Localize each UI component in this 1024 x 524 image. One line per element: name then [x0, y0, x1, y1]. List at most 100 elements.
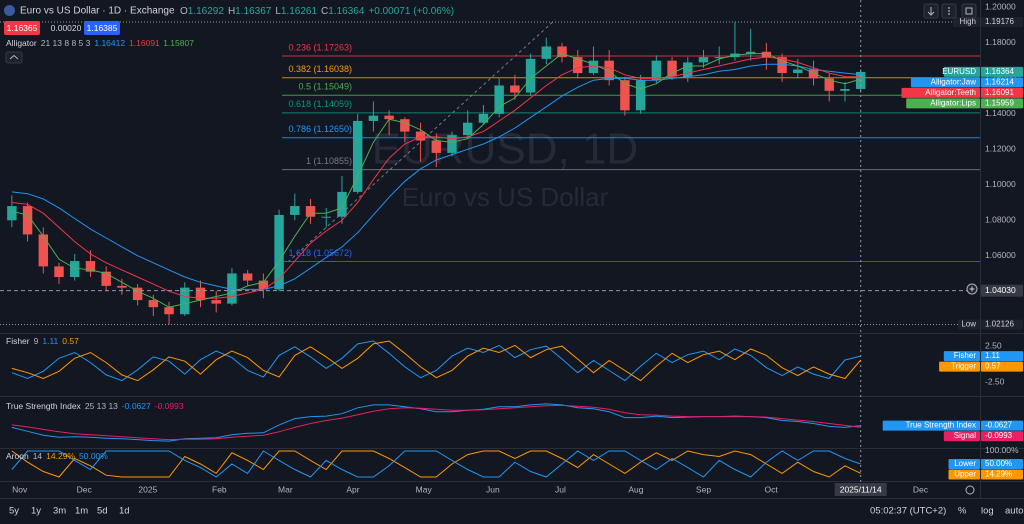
candle-body [635, 80, 646, 111]
indicator-line [11, 450, 861, 478]
sell-button[interactable] [4, 21, 40, 35]
dot-icon [948, 7, 950, 9]
collapse-button[interactable] [5, 51, 23, 64]
range-button[interactable]: 1m [75, 506, 88, 517]
scale-option[interactable]: auto [1005, 506, 1024, 517]
scale-option[interactable]: % [958, 506, 967, 517]
range-button[interactable]: 5d [97, 506, 108, 517]
candle-body [761, 51, 772, 58]
ohlc-legend: O1.16292 H1.16367 L1.16261 C1.16364 +0.00071… [180, 6, 454, 17]
tag-value-box [981, 420, 1023, 431]
tag-name-box [943, 66, 980, 77]
indicator-name: Fisher [6, 336, 30, 346]
scale-option[interactable]: log [981, 506, 994, 517]
tag-value: 1.16364 [985, 67, 1014, 76]
settings-button[interactable] [965, 485, 975, 495]
tag-value: 1.16091 [985, 88, 1014, 97]
candle-body [604, 60, 614, 81]
tag-value-box [981, 361, 1023, 372]
ohlc-value: 1.16367 [235, 6, 272, 17]
candle-body [541, 46, 552, 59]
candle-body [573, 57, 583, 74]
candle-body [667, 60, 677, 77]
indicator-line [11, 450, 861, 478]
candle-body [337, 191, 347, 217]
candle-body [195, 287, 206, 301]
dot-icon [948, 10, 950, 12]
x-tick-label: Aug [628, 484, 643, 494]
fib-label: 0.236 (1.17263) [288, 42, 352, 52]
candle-body [117, 285, 127, 288]
fib-label: 1.618 (1.05672) [288, 248, 352, 258]
y-tick-label: 1.18000 [985, 37, 1016, 47]
indicator-params: 14 [33, 451, 43, 461]
indicator-name: Alligator [6, 38, 37, 48]
candle-body [22, 206, 33, 235]
crosshair-price: 1.04030 [985, 285, 1016, 295]
tag-name-box [957, 319, 980, 330]
candle-body [745, 51, 756, 54]
candle-body [400, 119, 410, 132]
candle-body [651, 60, 662, 81]
indicator-params: 9 [34, 336, 39, 346]
x-tick-label: Jul [555, 484, 566, 494]
ohlc-key: H [228, 6, 235, 17]
tag-value: 1.02126 [985, 320, 1014, 329]
candle-body [242, 273, 253, 281]
candle-body [808, 69, 819, 79]
ohlc-key: L [275, 6, 281, 17]
ohlc-value: 1.16364 [328, 6, 365, 17]
indicator-value: 14.29% [46, 451, 75, 461]
range-button[interactable]: 1d [119, 506, 130, 517]
y-tick-label: 1.14000 [985, 108, 1016, 118]
range-button[interactable]: 5y [9, 506, 19, 517]
range-button[interactable]: 1y [31, 506, 41, 517]
candle-body [525, 58, 536, 93]
candle-body [510, 85, 520, 93]
x-tick-label: Dec [913, 484, 929, 494]
tag-name-box [943, 351, 980, 362]
tag-value-box [981, 319, 1023, 330]
indicator-name: Aroon [6, 451, 29, 461]
indicator-legend: Alligator 21 13 8 8 5 3 1.16412 1.16091 1.15… [6, 38, 194, 48]
tag-value: 1.15959 [985, 99, 1014, 108]
tag-name: High [960, 17, 976, 26]
reset-button[interactable] [961, 3, 977, 19]
toolbar: 5y 1y 3m 1m 5d 1d 05:02:37 (UTC+2)% log auto [9, 506, 1024, 517]
tag-value-box [981, 351, 1023, 362]
tag-name: Alligator:Lips [930, 99, 976, 108]
sell-price[interactable]: 1.16365 [7, 23, 38, 33]
tag-value: -0.0627 [985, 421, 1013, 430]
dot-icon [948, 13, 950, 15]
tag-value: 1.19176 [985, 17, 1014, 26]
fib-label: 0.5 (1.15049) [298, 82, 352, 92]
tag-name-box [882, 420, 980, 431]
tag-value-box [981, 98, 1023, 109]
tag-name: Lower [954, 459, 976, 468]
x-tick-label: Dec [77, 484, 93, 494]
tag-value-box [981, 469, 1023, 480]
tag-value: 14.29% [985, 470, 1012, 479]
candle-body [431, 140, 441, 153]
indicator-value: 1.15807 [163, 38, 194, 48]
buy-price[interactable]: 1.16385 [87, 23, 118, 33]
indicator-value: 0.57 [62, 336, 79, 346]
indicator-value: -0.0627 [122, 401, 151, 411]
range-button[interactable]: 3m [53, 506, 66, 517]
candle-body [384, 115, 394, 120]
ohlc-value: 1.16292 [188, 6, 225, 17]
buy-button[interactable] [84, 21, 120, 35]
symbol-title: Euro vs US Dollar · 1D · Exchange [20, 6, 175, 17]
tag-name: Alligator:Teeth [925, 88, 976, 97]
candle-body [148, 300, 159, 308]
tag-name-box [939, 361, 980, 372]
indicator-line [11, 404, 861, 441]
ohlc-value: 1.16261 [281, 6, 318, 17]
clock: 05:02:37 (UTC+2) [870, 506, 946, 517]
watermark-symbol: EURUSD, 1D [372, 125, 639, 174]
candle-body [70, 261, 80, 278]
collapse-icon [9, 54, 19, 60]
candle-body [478, 113, 489, 123]
